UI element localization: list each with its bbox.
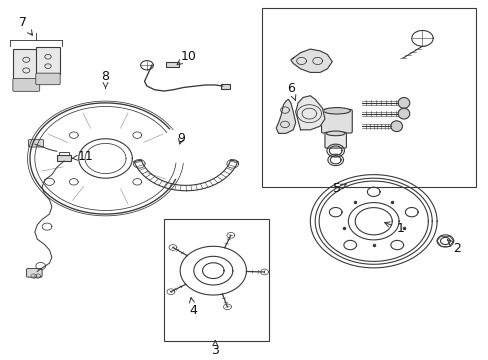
Polygon shape [295, 96, 325, 130]
Bar [36, 47, 60, 74]
FancyBboxPatch shape [13, 78, 40, 91]
Text: 1: 1 [384, 222, 404, 235]
Text: 2: 2 [447, 240, 460, 255]
Polygon shape [276, 99, 295, 134]
Bar [261, 8, 475, 187]
Ellipse shape [397, 98, 409, 108]
Bar [57, 154, 71, 161]
Bar [221, 84, 229, 89]
Text: 9: 9 [177, 132, 184, 145]
Text: 11: 11 [72, 150, 94, 163]
FancyBboxPatch shape [321, 109, 351, 133]
Bar [166, 62, 178, 67]
Text: 7: 7 [19, 16, 32, 35]
Ellipse shape [323, 108, 349, 114]
Text: 6: 6 [286, 82, 295, 100]
Text: 10: 10 [177, 50, 196, 64]
Polygon shape [290, 49, 331, 72]
FancyBboxPatch shape [26, 269, 42, 277]
Ellipse shape [326, 131, 344, 136]
Text: 5: 5 [332, 183, 346, 195]
FancyBboxPatch shape [325, 132, 346, 148]
Text: 4: 4 [189, 298, 197, 318]
Text: 8: 8 [102, 69, 109, 88]
Ellipse shape [390, 121, 402, 132]
FancyBboxPatch shape [36, 73, 60, 85]
Text: 3: 3 [211, 341, 219, 357]
Ellipse shape [397, 108, 409, 119]
FancyBboxPatch shape [28, 139, 43, 147]
Bar [163, 220, 268, 341]
Bar [13, 49, 40, 80]
